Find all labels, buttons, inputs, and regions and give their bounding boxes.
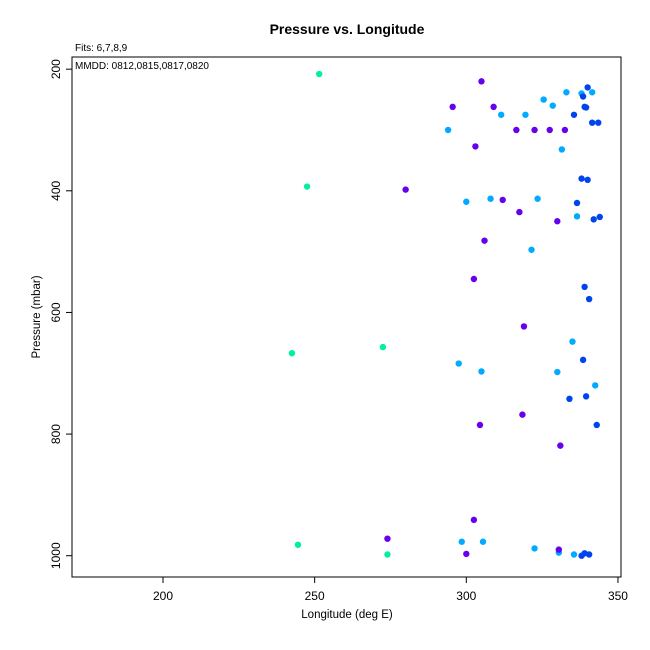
data-point-2 (573, 199, 581, 207)
data-point-2 (593, 421, 600, 429)
fits-note: Fits: 6,7,8,9 (75, 43, 128, 54)
y-axis: 200 400 600 800 1000 (49, 59, 72, 569)
y-tick-label: 800 (49, 424, 63, 444)
data-point-2 (582, 393, 590, 400)
data-point-3 (449, 103, 456, 111)
chart-title: Pressure vs. Longitude (270, 21, 425, 37)
x-axis: 200 250 300 350 (153, 577, 628, 603)
data-point-1 (554, 368, 561, 376)
data-point-0 (379, 343, 387, 351)
x-tick-label: 200 (153, 589, 173, 603)
data-point-3 (499, 196, 506, 204)
data-point-3 (478, 78, 485, 85)
data-point-1 (592, 382, 599, 389)
data-point-2 (590, 216, 597, 223)
data-point-3 (384, 535, 391, 542)
data-point-2 (595, 119, 602, 126)
data-point-1 (463, 198, 470, 205)
x-tick-label: 300 (456, 589, 476, 603)
data-point-2 (585, 551, 593, 558)
data-point-1 (478, 368, 485, 375)
data-point-2 (596, 213, 603, 221)
data-point-3 (519, 411, 526, 418)
data-point-3 (476, 421, 484, 429)
data-point-1 (540, 96, 547, 103)
data-point-1 (569, 338, 576, 345)
data-point-1 (444, 126, 452, 134)
data-point-2 (585, 295, 593, 303)
data-point-2 (584, 176, 591, 184)
y-axis-label: Pressure (mbar) (31, 275, 43, 358)
data-point-3 (554, 218, 561, 225)
data-point-1 (588, 89, 596, 96)
data-point-1 (458, 538, 465, 545)
data-point-3 (490, 103, 497, 111)
y-tick-label: 200 (49, 59, 63, 79)
data-point-1 (570, 551, 578, 558)
data-point-3 (463, 550, 470, 558)
data-point-3 (481, 237, 488, 244)
data-point-3 (546, 126, 553, 134)
data-point-1 (487, 195, 494, 202)
data-point-2 (584, 84, 591, 91)
y-tick-label: 400 (49, 180, 63, 200)
x-axis-label: Longitude (deg E) (301, 609, 393, 621)
data-point-0 (294, 541, 302, 548)
data-point-3 (472, 143, 479, 150)
data-point-0 (384, 551, 391, 558)
data-point-1 (534, 195, 541, 202)
data-point-3 (470, 516, 478, 524)
data-points (288, 70, 603, 559)
data-point-1 (522, 111, 529, 118)
data-point-2 (588, 119, 596, 126)
data-point-3 (520, 323, 528, 330)
data-point-1 (479, 538, 487, 545)
y-tick-label: 1000 (49, 542, 63, 569)
data-point-1 (549, 102, 556, 109)
data-point-1 (497, 111, 505, 118)
data-point-2 (582, 104, 590, 111)
data-point-2 (566, 395, 573, 403)
x-tick-label: 350 (608, 589, 628, 603)
data-point-1 (558, 146, 566, 153)
data-point-0 (316, 70, 323, 78)
data-point-1 (573, 213, 581, 220)
data-point-3 (561, 126, 569, 134)
data-point-3 (555, 546, 563, 553)
data-point-1 (531, 545, 538, 552)
data-point-0 (303, 183, 311, 190)
data-point-2 (581, 283, 588, 291)
data-point-2 (578, 175, 585, 182)
data-point-1 (455, 360, 462, 367)
x-tick-label: 250 (305, 589, 325, 603)
data-point-3 (402, 186, 409, 193)
data-point-3 (513, 126, 520, 134)
mmdd-note: MMDD: 0812,0815,0817,0820 (75, 61, 209, 72)
data-point-3 (516, 208, 523, 216)
y-tick-label: 600 (49, 302, 63, 322)
data-point-1 (528, 246, 535, 253)
data-point-0 (288, 349, 296, 357)
data-point-2 (579, 93, 587, 100)
data-point-3 (531, 126, 538, 134)
data-point-1 (563, 89, 570, 96)
data-point-3 (470, 275, 478, 283)
data-point-2 (579, 356, 587, 364)
data-point-3 (557, 442, 564, 449)
plot-frame (71, 56, 622, 578)
data-point-2 (570, 111, 578, 118)
